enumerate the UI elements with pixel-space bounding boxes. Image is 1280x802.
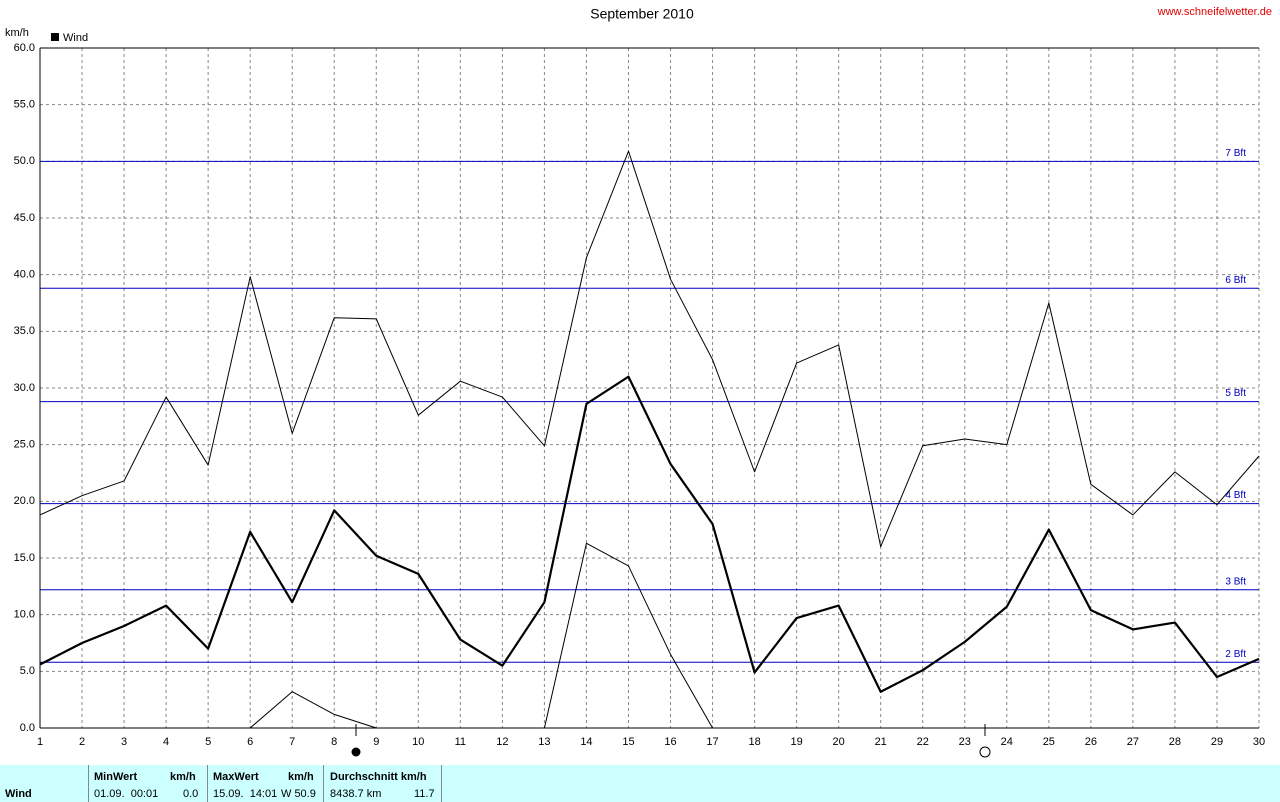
separator bbox=[88, 765, 89, 802]
x-tick-label: 14 bbox=[580, 736, 592, 748]
y-tick-label: 60.0 bbox=[14, 42, 35, 54]
x-tick-label: 8 bbox=[331, 736, 337, 748]
y-tick-label: 15.0 bbox=[14, 552, 35, 564]
x-tick-label: 26 bbox=[1085, 736, 1097, 748]
x-tick-label: 30 bbox=[1253, 736, 1265, 748]
x-tick-label: 25 bbox=[1043, 736, 1055, 748]
y-tick-label: 20.0 bbox=[14, 495, 35, 507]
x-tick-label: 15 bbox=[622, 736, 634, 748]
x-tick-label: 11 bbox=[455, 736, 466, 748]
y-unit: km/h bbox=[5, 27, 29, 39]
y-tick-label: 55.0 bbox=[14, 99, 35, 111]
beaufort-label: 6 Bft bbox=[1225, 275, 1246, 286]
y-tick-label: 35.0 bbox=[14, 325, 35, 337]
header: km/h bbox=[288, 771, 314, 783]
y-tick-label: 50.0 bbox=[14, 155, 35, 167]
x-tick-label: 5 bbox=[205, 736, 211, 748]
x-tick-label: 10 bbox=[412, 736, 424, 748]
beaufort-label: 3 Bft bbox=[1225, 576, 1246, 587]
cell: W 50.9 bbox=[281, 788, 316, 800]
cell: 0.0 bbox=[183, 788, 199, 800]
x-tick-label: 7 bbox=[289, 736, 295, 748]
cell: 01.09. 00:01 bbox=[94, 788, 159, 800]
y-tick-label: 40.0 bbox=[14, 269, 35, 281]
y-tick-label: 30.0 bbox=[14, 382, 35, 394]
x-tick-label: 1 bbox=[37, 736, 43, 748]
header: MinWert bbox=[94, 771, 138, 783]
beaufort-label: 5 Bft bbox=[1225, 388, 1246, 399]
series-line bbox=[40, 542, 1259, 729]
separator bbox=[323, 765, 324, 802]
full-moon bbox=[351, 747, 361, 757]
x-tick-label: 21 bbox=[875, 736, 887, 748]
cell: 15.09. 14:01 bbox=[213, 788, 278, 800]
x-tick-label: 29 bbox=[1211, 736, 1223, 748]
row-label: Wind bbox=[5, 788, 32, 800]
x-tick-label: 3 bbox=[121, 736, 127, 748]
legend-label: Wind bbox=[63, 32, 88, 44]
x-tick-label: 12 bbox=[496, 736, 508, 748]
x-tick-label: 23 bbox=[959, 736, 971, 748]
header: km/h bbox=[170, 771, 196, 783]
x-tick-label: 27 bbox=[1127, 736, 1139, 748]
y-tick-label: 5.0 bbox=[20, 665, 35, 677]
legend-swatch bbox=[51, 33, 59, 41]
x-tick-label: 17 bbox=[706, 736, 718, 748]
y-tick-label: 45.0 bbox=[14, 212, 35, 224]
cell: 11.7 bbox=[414, 788, 435, 800]
y-tick-label: 10.0 bbox=[14, 609, 35, 621]
x-tick-label: 28 bbox=[1169, 736, 1181, 748]
beaufort-label: 7 Bft bbox=[1225, 148, 1246, 159]
x-tick-label: 20 bbox=[833, 736, 845, 748]
y-tick-label: 25.0 bbox=[14, 439, 35, 451]
header: Durchschnitt km/h bbox=[330, 771, 427, 783]
separator bbox=[441, 765, 442, 802]
source: www.schneifelwetter.de bbox=[1157, 6, 1272, 18]
x-tick-label: 19 bbox=[790, 736, 802, 748]
x-tick-label: 16 bbox=[664, 736, 676, 748]
chart: September 2010 www.schneifelwetter.de km… bbox=[5, 6, 1272, 758]
x-tick-label: 18 bbox=[748, 736, 760, 748]
x-tick-label: 13 bbox=[538, 736, 550, 748]
x-tick-label: 9 bbox=[373, 736, 379, 748]
header: MaxWert bbox=[213, 771, 259, 783]
series-line bbox=[39, 375, 1260, 693]
x-tick-label: 24 bbox=[1001, 736, 1013, 748]
y-tick-label: 0.0 bbox=[20, 722, 35, 734]
beaufort-label: 2 Bft bbox=[1225, 649, 1246, 660]
x-tick-label: 4 bbox=[163, 736, 169, 748]
cell: 8438.7 km bbox=[330, 788, 382, 800]
series-line bbox=[39, 150, 1260, 548]
x-tick-label: 2 bbox=[79, 736, 85, 748]
x-tick-label: 22 bbox=[917, 736, 929, 748]
separator bbox=[207, 765, 208, 802]
x-tick-label: 6 bbox=[247, 736, 253, 748]
beaufort-label: 4 Bft bbox=[1225, 490, 1246, 501]
chart-title: September 2010 bbox=[590, 6, 694, 22]
stats-bar: Wind MinWert km/h 01.09. 00:01 0.0 MaxWe… bbox=[0, 765, 1280, 802]
new-moon bbox=[979, 746, 991, 758]
